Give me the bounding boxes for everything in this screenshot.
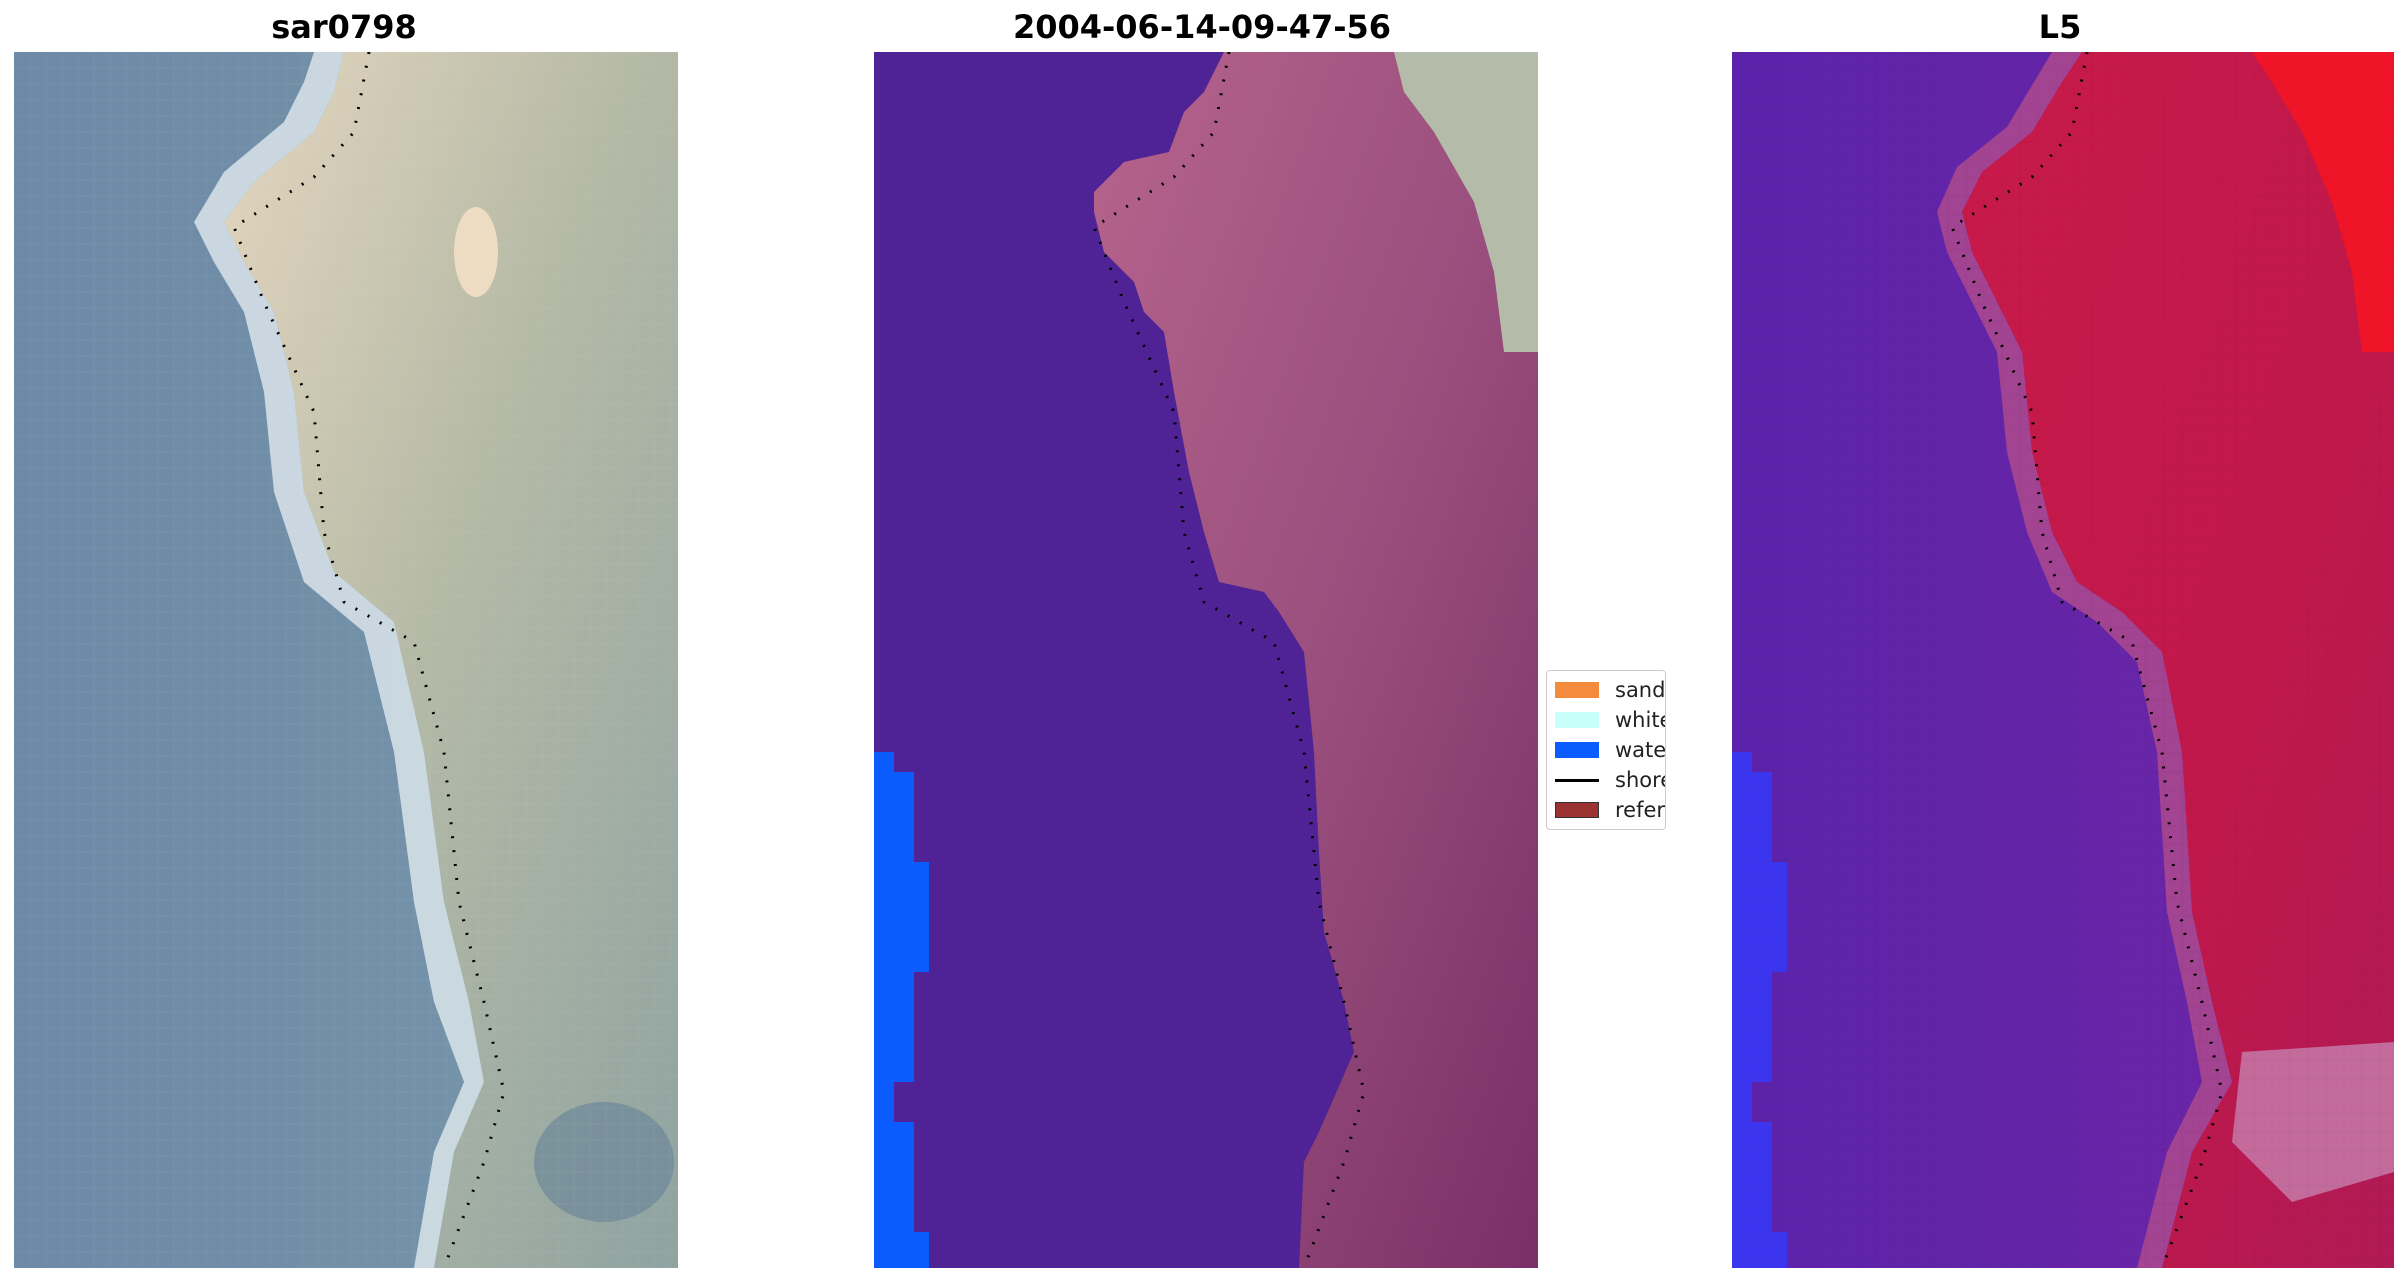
reference-shoreline-3	[1950, 52, 2224, 1268]
legend-swatch-sand	[1555, 682, 1599, 698]
class-surf-region	[874, 752, 929, 1268]
classification-panel[interactable]	[874, 52, 1538, 1268]
class-land	[1094, 52, 1538, 1268]
rgb-image-panel[interactable]	[14, 52, 678, 1268]
legend-swatch-water	[1555, 742, 1599, 758]
rgb-image	[14, 52, 678, 1268]
index-pixel-grid	[1732, 52, 2394, 1268]
rgb-pixel-grid	[14, 52, 678, 1268]
legend-swatch-whitewater	[1555, 712, 1599, 728]
legend-item-sand: sand	[1547, 678, 1665, 702]
classification-image	[874, 52, 1538, 1268]
legend-item-whitewater: whitewater	[1547, 708, 1665, 732]
legend-item-water: water	[1547, 738, 1665, 762]
legend-line-shoreline	[1555, 778, 1599, 782]
legend-item-shoreline: shoreline	[1547, 768, 1665, 792]
reference-shoreline-1	[232, 52, 506, 1268]
title-panel-3: L5	[2038, 8, 2082, 46]
legend: sand whitewater water shoreline referenc…	[1546, 670, 1666, 830]
legend-swatch-reference-shoreline	[1555, 802, 1599, 818]
index-panel[interactable]	[1732, 52, 2394, 1268]
legend-item-reference-shoreline: reference shoreline	[1547, 798, 1665, 822]
title-panel-2: 2004-06-14-09-47-56	[1012, 8, 1392, 46]
class-rgb-corner	[1394, 52, 1538, 352]
title-panel-1: sar0798	[271, 8, 417, 46]
index-image	[1732, 52, 2394, 1268]
reference-shoreline-2	[1092, 52, 1366, 1268]
